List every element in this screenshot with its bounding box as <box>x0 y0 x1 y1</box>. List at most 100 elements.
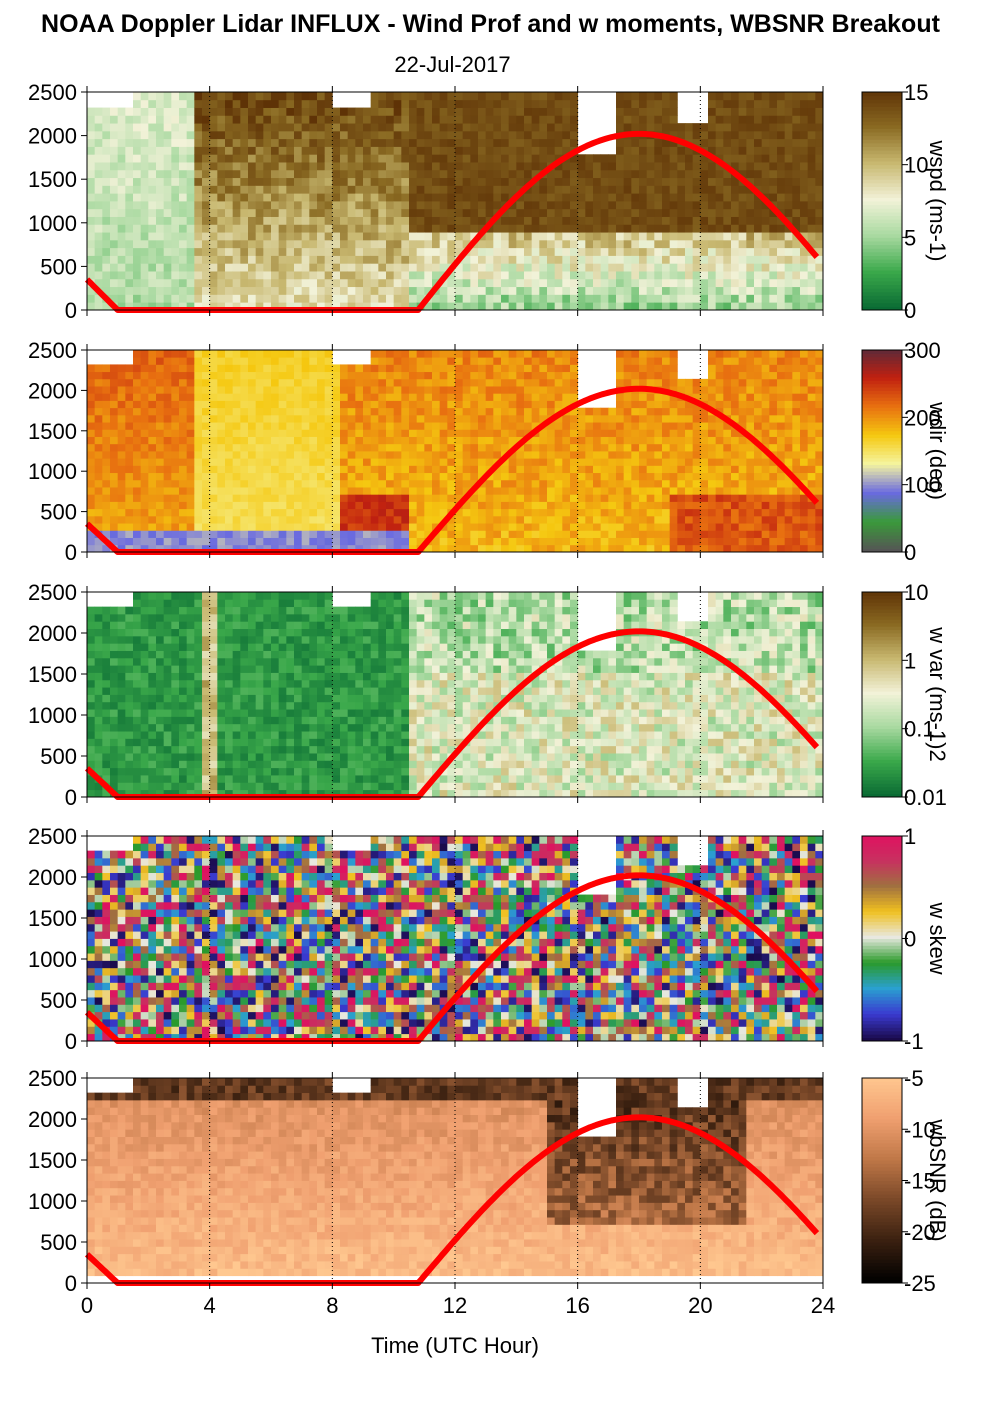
heatmap-cell <box>409 247 418 256</box>
heatmap-cell <box>723 508 732 517</box>
heatmap-cell <box>301 414 310 423</box>
heatmap-cell <box>278 494 287 502</box>
heatmap-cell <box>179 537 188 546</box>
heatmap-cell <box>87 138 96 147</box>
heatmap-cell <box>769 177 778 186</box>
heatmap-cell <box>585 278 594 288</box>
heatmap-cell <box>409 537 418 546</box>
heatmap-cell <box>225 487 234 495</box>
heatmap-cell <box>508 465 517 474</box>
heatmap-cell <box>539 294 548 303</box>
heatmap-cell <box>386 487 395 495</box>
heatmap-cell <box>616 393 625 401</box>
heatmap-cell <box>815 286 824 295</box>
heatmap-cell <box>94 302 103 311</box>
heatmap-cell <box>685 201 694 210</box>
heatmap-cell <box>163 429 172 437</box>
heatmap-cell <box>524 247 533 256</box>
heatmap-cell <box>539 414 548 423</box>
heatmap-cell <box>639 107 648 116</box>
heatmap-cell <box>317 130 326 140</box>
heatmap-cell <box>600 530 609 538</box>
heatmap-cell <box>232 523 241 531</box>
heatmap-cell <box>163 123 172 132</box>
heatmap-cell <box>386 154 395 163</box>
heatmap-cell <box>278 393 287 401</box>
heatmap-cell <box>662 208 671 217</box>
heatmap-cell <box>784 278 793 288</box>
heatmap-cell <box>125 472 134 481</box>
heatmap-cell <box>179 530 188 538</box>
heatmap-cell <box>470 501 479 510</box>
heatmap-cell <box>248 487 257 495</box>
heatmap-cell <box>608 436 617 445</box>
heatmap-cell <box>439 443 448 452</box>
heatmap-cell <box>102 530 111 538</box>
heatmap-cell <box>539 107 548 116</box>
heatmap-cell <box>378 239 387 249</box>
heatmap-cell <box>677 451 686 459</box>
heatmap-cell <box>608 224 617 233</box>
heatmap-cell <box>547 523 556 531</box>
heatmap-cell <box>347 302 356 311</box>
heatmap-cell <box>669 286 678 295</box>
heatmap-cell <box>102 472 111 481</box>
heatmap-cell <box>355 465 364 474</box>
heatmap-cell <box>669 501 678 510</box>
heatmap-cell <box>738 208 747 217</box>
heatmap-cell <box>148 115 157 124</box>
heatmap-cell <box>761 107 770 116</box>
heatmap-cell <box>278 386 287 394</box>
heatmap-cell <box>631 271 640 280</box>
heatmap-cell <box>202 364 211 373</box>
heatmap-cell <box>416 130 425 140</box>
heatmap-cell <box>623 162 632 171</box>
heatmap-cell <box>94 494 103 502</box>
heatmap-cell <box>386 201 395 210</box>
heatmap-cell <box>163 357 172 365</box>
heatmap-cell <box>800 169 809 179</box>
heatmap-cell <box>217 138 226 147</box>
y-tick-label: 2000 <box>28 124 77 149</box>
heatmap-cell <box>608 278 617 288</box>
heatmap-cell <box>432 271 441 280</box>
heatmap-cell <box>263 494 272 502</box>
heatmap-cell <box>133 177 142 186</box>
heatmap-cell <box>708 201 717 210</box>
heatmap-cell <box>416 138 425 147</box>
heatmap-cell <box>117 193 126 202</box>
heatmap-cell <box>715 451 724 459</box>
heatmap-cell <box>424 523 433 531</box>
heatmap-cell <box>616 115 625 124</box>
heatmap-cell <box>524 465 533 474</box>
heatmap-cell <box>171 286 180 295</box>
heatmap-cell <box>363 224 372 233</box>
heatmap-cell <box>577 154 586 163</box>
heatmap-cell <box>209 386 218 394</box>
heatmap-cell <box>715 479 724 488</box>
heatmap-cell <box>186 177 195 186</box>
heatmap-cell <box>225 224 234 233</box>
heatmap-cell <box>493 162 502 171</box>
heatmap-cell <box>171 278 180 288</box>
heatmap-cell <box>87 232 96 241</box>
heatmap-cell <box>110 107 119 116</box>
heatmap-cell <box>232 107 241 116</box>
heatmap-cell <box>577 193 586 202</box>
heatmap-cell <box>501 436 510 445</box>
heatmap-cell <box>570 271 579 280</box>
heatmap-cell <box>324 494 333 502</box>
heatmap-cell <box>278 407 287 416</box>
heatmap-cell <box>209 350 218 358</box>
heatmap-cell <box>309 177 318 186</box>
heatmap-cell <box>424 146 433 155</box>
heatmap-cell <box>309 216 318 225</box>
heatmap-cell <box>171 162 180 171</box>
heatmap-cell <box>731 92 740 101</box>
heatmap-cell <box>754 107 763 116</box>
heatmap-cell <box>294 115 303 124</box>
heatmap-cell <box>646 224 655 233</box>
heatmap-cell <box>646 177 655 186</box>
heatmap-cell <box>424 263 433 272</box>
heatmap-cell <box>807 263 816 272</box>
